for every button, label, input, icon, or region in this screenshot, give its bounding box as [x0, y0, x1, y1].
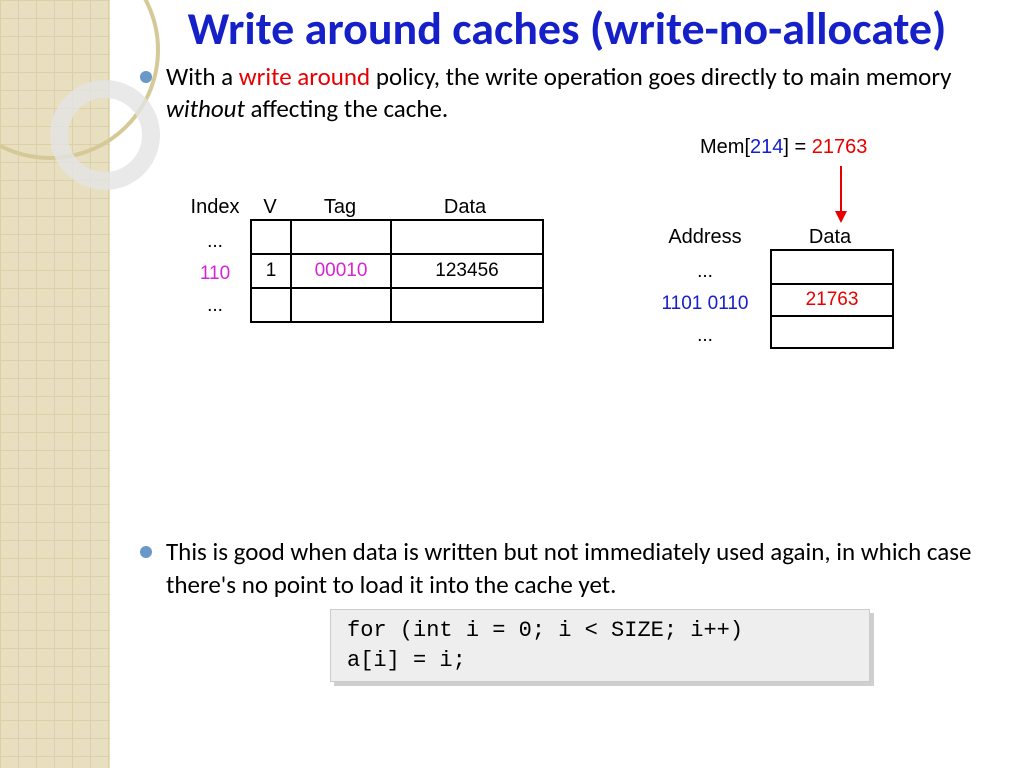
cache-tag-1: 00010 [292, 255, 392, 287]
cache-grid: 1 00010 123456 [250, 219, 544, 323]
cache-tag-0 [292, 221, 392, 253]
cache-headers: Index V Tag Data [180, 196, 544, 219]
cache-index-column: ... 110 ... [180, 226, 250, 322]
mem-val: 21763 [812, 136, 868, 158]
cache-hdr-index: Index [180, 196, 250, 219]
table-row: 1 00010 123456 [252, 253, 542, 287]
table-row [772, 315, 892, 347]
cache-v-0 [252, 221, 292, 253]
b1-italic: without [166, 93, 245, 124]
table-row [252, 221, 542, 253]
table-row: 21763 [772, 283, 892, 315]
slide-content: Write around caches (write-no-allocate) … [0, 0, 1024, 396]
arrow-down-icon [840, 166, 842, 221]
bullet-2-text: This is good when data is written but no… [166, 536, 980, 601]
cache-idx-1: 110 [180, 258, 250, 290]
mem-addr: 214 [750, 136, 783, 158]
cache-hdr-data: Data [390, 196, 540, 219]
mem-expression: Mem[214] = 21763 [700, 136, 867, 159]
memory-grid: 21763 [770, 249, 894, 349]
cache-tag-2 [292, 289, 392, 321]
mem-addr-1: 1101 0110 [640, 288, 770, 320]
bullet-2: This is good when data is written but no… [140, 536, 980, 601]
memory-table: Address Data ... 1101 0110 ... 21763 [640, 226, 894, 349]
b1-mid: policy, the write operation goes directl… [370, 61, 951, 92]
cache-data-1: 123456 [392, 255, 542, 287]
code-block: for (int i = 0; i < SIZE; i++) a[i] = i; [330, 609, 870, 682]
mem-pre: Mem[ [700, 136, 750, 158]
cache-data-2 [392, 289, 542, 321]
table-row [252, 287, 542, 321]
memory-headers: Address Data [640, 226, 894, 249]
diagram-area: Mem[214] = 21763 Index V Tag Data ... 11… [140, 136, 994, 396]
b1-post: affecting the cache. [245, 93, 448, 124]
b1-highlight: write around [239, 61, 370, 92]
bullet-2-wrap: This is good when data is written but no… [110, 530, 1010, 609]
cache-data-0 [392, 221, 542, 253]
bullet-1-text: With a write around policy, the write op… [166, 61, 994, 126]
cache-v-2 [252, 289, 292, 321]
bullet-dot-icon [140, 546, 152, 558]
mem-addr-0: ... [640, 256, 770, 288]
cache-idx-0: ... [180, 226, 250, 258]
table-row [772, 251, 892, 283]
mem-hdr-address: Address [640, 226, 770, 249]
memory-address-column: ... 1101 0110 ... [640, 256, 770, 352]
cache-hdr-tag: Tag [290, 196, 390, 219]
b1-pre: With a [166, 61, 239, 92]
slide-title: Write around caches (write-no-allocate) [130, 4, 1004, 55]
cache-table: Index V Tag Data ... 110 ... 1 00010 [180, 196, 544, 323]
bullet-1: With a write around policy, the write op… [140, 61, 994, 126]
cache-idx-2: ... [180, 290, 250, 322]
mem-hdr-data: Data [770, 226, 890, 249]
mem-addr-2: ... [640, 320, 770, 352]
cache-hdr-v: V [250, 196, 290, 219]
bullet-dot-icon [140, 71, 152, 83]
mem-mid: ] = [783, 136, 811, 158]
cache-v-1: 1 [252, 255, 292, 287]
